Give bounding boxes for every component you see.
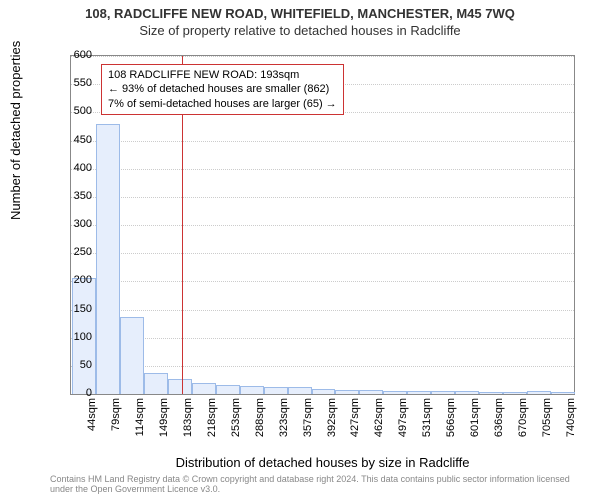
page-title-address: 108, RADCLIFFE NEW ROAD, WHITEFIELD, MAN…: [0, 0, 600, 21]
x-tick-label: 566sqm: [445, 398, 457, 437]
histogram-bar: [312, 389, 336, 395]
gridline-h: [71, 56, 574, 57]
histogram-bar: [383, 391, 407, 394]
histogram-bar: [168, 379, 192, 394]
histogram-bar: [503, 392, 527, 394]
x-tick-label: 392sqm: [326, 398, 338, 437]
histogram-bar: [264, 387, 288, 394]
y-axis-label: Number of detached properties: [8, 41, 23, 220]
y-tick-label: 600: [52, 49, 92, 61]
gridline-h: [71, 169, 574, 170]
y-tick-label: 500: [52, 105, 92, 117]
x-tick-label: 705sqm: [541, 398, 553, 437]
x-tick-label: 114sqm: [134, 398, 146, 436]
histogram-bar: [551, 392, 575, 394]
y-tick-label: 200: [52, 274, 92, 286]
x-tick-label: 79sqm: [110, 398, 122, 431]
y-tick-label: 100: [52, 331, 92, 343]
histogram-bar: [192, 383, 216, 394]
annotation-box: 108 RADCLIFFE NEW ROAD: 193sqm← 93% of d…: [101, 64, 344, 115]
histogram-bar: [288, 387, 312, 394]
x-tick-label: 183sqm: [182, 398, 194, 437]
annotation-line: 7% of semi-detached houses are larger (6…: [108, 97, 337, 111]
histogram-bar: [431, 391, 455, 394]
x-tick-label: 531sqm: [421, 398, 433, 437]
y-tick-label: 400: [52, 162, 92, 174]
histogram-bar: [527, 391, 551, 394]
histogram-bar: [96, 124, 120, 394]
histogram-bar: [335, 390, 359, 394]
x-tick-label: 44sqm: [86, 398, 98, 431]
annotation-line: ← 93% of detached houses are smaller (86…: [108, 82, 337, 96]
annotation-line: 108 RADCLIFFE NEW ROAD: 193sqm: [108, 68, 337, 82]
x-tick-label: 253sqm: [230, 398, 242, 437]
gridline-h: [71, 310, 574, 311]
x-tick-label: 462sqm: [373, 398, 385, 437]
x-tick-label: 427sqm: [349, 398, 361, 437]
x-tick-label: 740sqm: [565, 398, 577, 437]
histogram-bar: [455, 391, 479, 394]
gridline-h: [71, 197, 574, 198]
footer-license: Contains HM Land Registry data © Crown c…: [50, 474, 580, 494]
chart-plot-area: 108 RADCLIFFE NEW ROAD: 193sqm← 93% of d…: [70, 55, 575, 395]
gridline-h: [71, 366, 574, 367]
histogram-bar: [120, 317, 144, 394]
histogram-bar: [144, 373, 168, 394]
page-title-subtitle: Size of property relative to detached ho…: [0, 23, 600, 38]
gridline-h: [71, 141, 574, 142]
y-tick-label: 550: [52, 77, 92, 89]
x-tick-label: 149sqm: [158, 398, 170, 437]
y-tick-label: 250: [52, 246, 92, 258]
x-tick-label: 288sqm: [254, 398, 266, 437]
x-tick-label: 497sqm: [397, 398, 409, 437]
histogram-bar: [479, 392, 503, 394]
gridline-h: [71, 225, 574, 226]
gridline-h: [71, 281, 574, 282]
x-tick-label: 357sqm: [302, 398, 314, 437]
x-tick-label: 601sqm: [469, 398, 481, 437]
y-tick-label: 150: [52, 303, 92, 315]
y-tick-label: 300: [52, 218, 92, 230]
y-tick-label: 350: [52, 190, 92, 202]
y-tick-label: 50: [52, 359, 92, 371]
x-tick-label: 670sqm: [517, 398, 529, 437]
histogram-bar: [359, 390, 383, 394]
y-tick-label: 450: [52, 134, 92, 146]
gridline-h: [71, 253, 574, 254]
histogram-bar: [407, 391, 431, 394]
histogram-bar: [216, 385, 240, 394]
x-tick-label: 323sqm: [278, 398, 290, 437]
x-tick-label: 636sqm: [493, 398, 505, 437]
gridline-h: [71, 338, 574, 339]
x-tick-label: 218sqm: [206, 398, 218, 437]
x-axis-label: Distribution of detached houses by size …: [70, 455, 575, 470]
histogram-bar: [240, 386, 264, 394]
